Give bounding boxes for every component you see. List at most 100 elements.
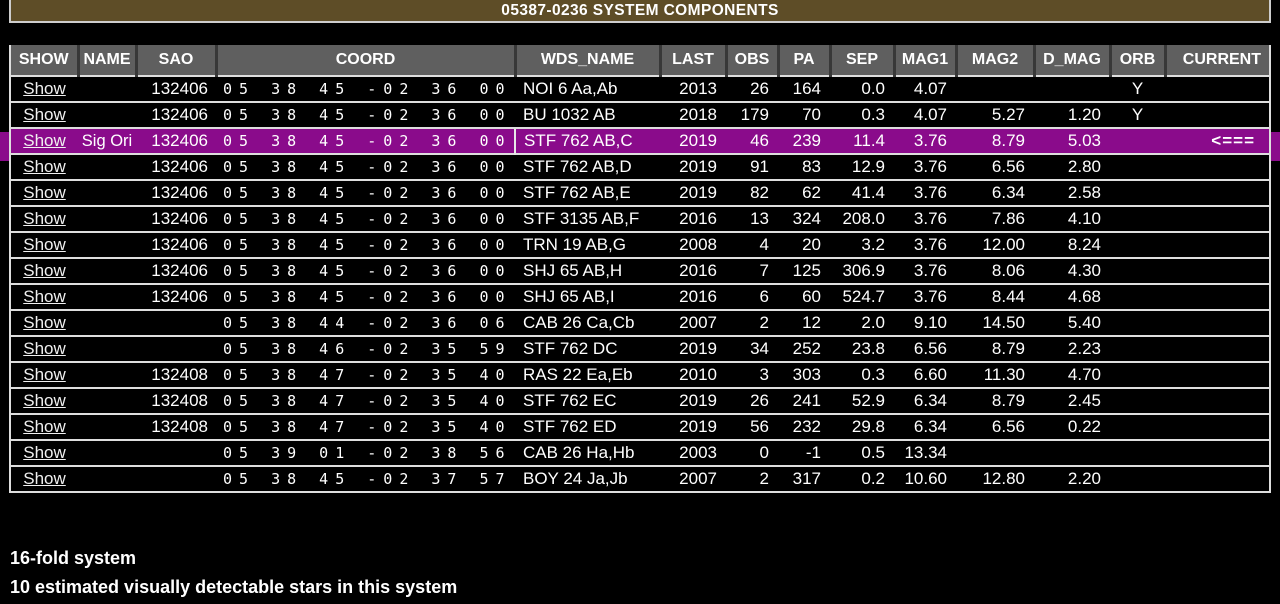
cell-name (78, 283, 136, 310)
cell-last: 2003 (660, 439, 726, 466)
show-link[interactable]: Show (23, 183, 66, 202)
table-row: Show 132406 05 38 45 -02 36 00 NOI 6 Aa,… (10, 75, 1270, 102)
show-link[interactable]: Show (23, 417, 66, 436)
cell-last: 2010 (660, 361, 726, 388)
cell-wds-name: STF 762 EC (515, 387, 660, 414)
show-link[interactable]: Show (23, 443, 66, 462)
show-link[interactable]: Show (23, 131, 66, 150)
cell-pa: 20 (778, 231, 830, 258)
cell-last: 2016 (660, 205, 726, 232)
cell-pa: 62 (778, 179, 830, 206)
cell-mag2 (956, 75, 1034, 102)
cell-coord: 05 38 44 -02 36 06 (216, 309, 515, 336)
cell-last: 2016 (660, 257, 726, 284)
cell-d-mag: 4.30 (1034, 257, 1110, 284)
cell-last: 2019 (660, 179, 726, 206)
show-link[interactable]: Show (23, 313, 66, 332)
cell-coord: 05 38 45 -02 36 00 (216, 283, 515, 310)
column-header-mag2: MAG2 (954, 45, 1034, 76)
column-header-mag1: MAG1 (892, 45, 956, 76)
cell-mag1: 4.07 (894, 101, 956, 128)
show-link[interactable]: Show (23, 391, 66, 410)
cell-name (78, 413, 136, 440)
cell-wds-name: STF 762 ED (515, 413, 660, 440)
cell-mag1: 6.56 (894, 335, 956, 362)
cell-coord: 05 38 45 -02 36 00 (216, 75, 515, 102)
cell-pa: 125 (778, 257, 830, 284)
cell-d-mag: 5.03 (1034, 127, 1110, 154)
cell-sep: 0.3 (830, 361, 894, 388)
show-link[interactable]: Show (23, 209, 66, 228)
cell-coord: 05 38 45 -02 36 00 (216, 153, 515, 180)
cell-show: Show (10, 101, 78, 128)
cell-wds-name: BOY 24 Ja,Jb (515, 465, 660, 492)
cell-sao (136, 335, 216, 362)
show-link[interactable]: Show (23, 287, 66, 306)
show-link[interactable]: Show (23, 469, 66, 488)
cell-wds-name: STF 762 AB,E (515, 179, 660, 206)
cell-name (78, 153, 136, 180)
show-link[interactable]: Show (23, 79, 66, 98)
cell-mag2: 8.79 (956, 335, 1034, 362)
cell-sao: 132408 (136, 413, 216, 440)
cell-current-marker: <=== (1165, 127, 1270, 154)
cell-pa: 239 (778, 127, 830, 154)
show-link[interactable]: Show (23, 157, 66, 176)
column-header-name: NAME (76, 45, 136, 76)
cell-pa: 324 (778, 205, 830, 232)
cell-mag2: 14.50 (956, 309, 1034, 336)
cell-orb (1110, 465, 1165, 492)
cell-show: Show (10, 413, 78, 440)
cell-name (78, 205, 136, 232)
cell-mag2: 8.44 (956, 283, 1034, 310)
cell-obs: 3 (726, 361, 778, 388)
cell-current-marker (1165, 413, 1270, 440)
cell-current-marker (1165, 335, 1270, 362)
cell-coord: 05 38 47 -02 35 40 (216, 413, 515, 440)
table-row: Show 05 38 46 -02 35 59 STF 762 DC 2019 … (10, 335, 1270, 362)
table-row: Show 05 39 01 -02 38 56 CAB 26 Ha,Hb 200… (10, 439, 1270, 466)
cell-show: Show (10, 283, 78, 310)
cell-last: 2008 (660, 231, 726, 258)
cell-last: 2013 (660, 75, 726, 102)
cell-wds-name: STF 3135 AB,F (515, 205, 660, 232)
cell-show: Show (10, 75, 78, 102)
table-row: Show 132406 05 38 45 -02 36 00 STF 762 A… (10, 179, 1270, 206)
cell-coord: 05 38 45 -02 36 00 (216, 179, 515, 206)
show-link[interactable]: Show (23, 105, 66, 124)
cell-mag1: 3.76 (894, 231, 956, 258)
cell-d-mag: 1.20 (1034, 101, 1110, 128)
cell-sao (136, 309, 216, 336)
cell-d-mag (1034, 75, 1110, 102)
cell-sep: 0.2 (830, 465, 894, 492)
cell-obs: 34 (726, 335, 778, 362)
cell-obs: 91 (726, 153, 778, 180)
cell-d-mag (1034, 439, 1110, 466)
cell-last: 2007 (660, 465, 726, 492)
cell-obs: 82 (726, 179, 778, 206)
cell-show: Show (10, 439, 78, 466)
system-summary: 16-fold system 10 estimated visually det… (10, 544, 457, 602)
cell-current-marker (1165, 309, 1270, 336)
cell-d-mag: 4.70 (1034, 361, 1110, 388)
cell-pa: 317 (778, 465, 830, 492)
cell-sep: 0.5 (830, 439, 894, 466)
table-row: Show 05 38 45 -02 37 57 BOY 24 Ja,Jb 200… (10, 465, 1270, 492)
cell-current-marker (1165, 179, 1270, 206)
cell-sao: 132406 (136, 179, 216, 206)
show-link[interactable]: Show (23, 235, 66, 254)
cell-obs: 179 (726, 101, 778, 128)
cell-wds-name: NOI 6 Aa,Ab (515, 75, 660, 102)
cell-orb (1110, 205, 1165, 232)
cell-name: Sig Ori (78, 127, 136, 154)
cell-last: 2016 (660, 283, 726, 310)
cell-sep: 2.0 (830, 309, 894, 336)
system-fold-text: 16-fold system (10, 548, 137, 568)
cell-show: Show (10, 153, 78, 180)
cell-sao: 132406 (136, 75, 216, 102)
show-link[interactable]: Show (23, 339, 66, 358)
cell-pa: 12 (778, 309, 830, 336)
cell-wds-name: TRN 19 AB,G (515, 231, 660, 258)
show-link[interactable]: Show (23, 365, 66, 384)
show-link[interactable]: Show (23, 261, 66, 280)
